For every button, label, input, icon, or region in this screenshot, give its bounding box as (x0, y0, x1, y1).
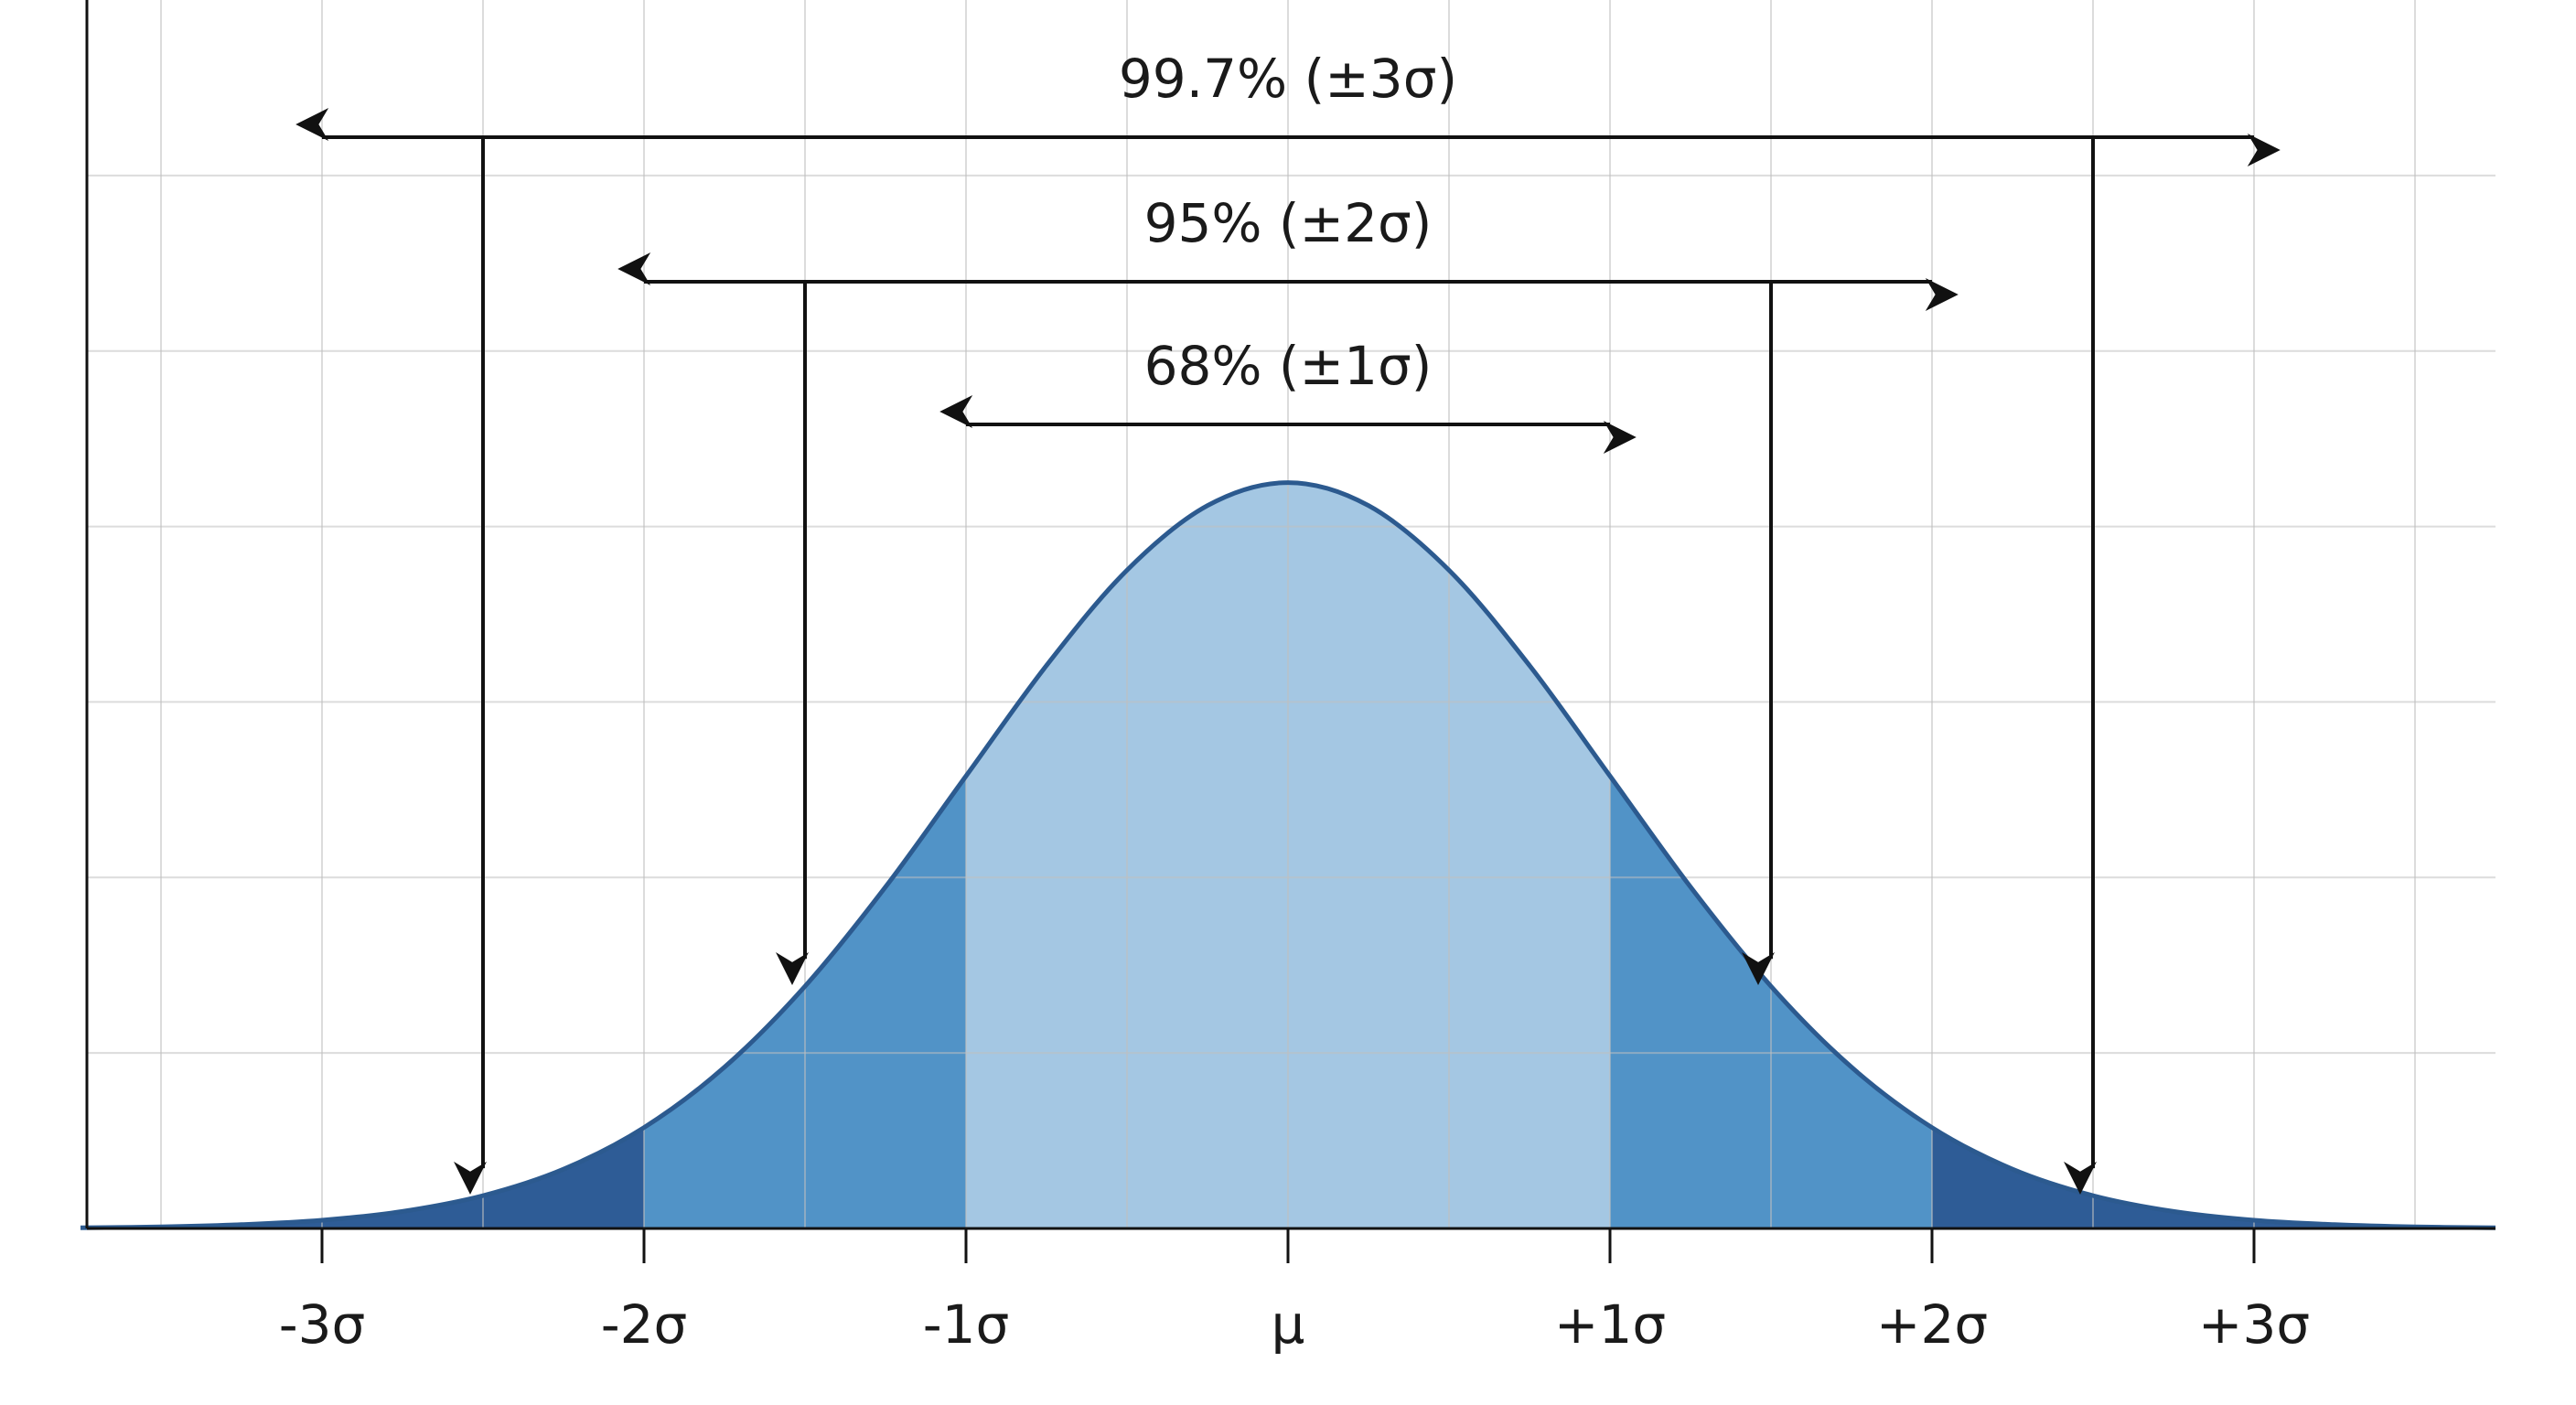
annotation-label: 68% (±1σ) (1144, 335, 1433, 397)
annotation-label: 95% (±2σ) (1144, 192, 1433, 254)
x-tick-label: +1σ (1554, 1293, 1666, 1356)
x-tick-label: +3σ (2198, 1293, 2310, 1356)
curve (80, 480, 2496, 1230)
annotation-label: 99.7% (±3σ) (1119, 48, 1457, 110)
x-tick-label: -3σ (279, 1293, 366, 1356)
x-tick-label: +2σ (1876, 1293, 1988, 1356)
x-tick-label: μ (1272, 1293, 1305, 1356)
x-tick-label: -2σ (601, 1293, 688, 1356)
x-tick-label: -1σ (923, 1293, 1010, 1356)
